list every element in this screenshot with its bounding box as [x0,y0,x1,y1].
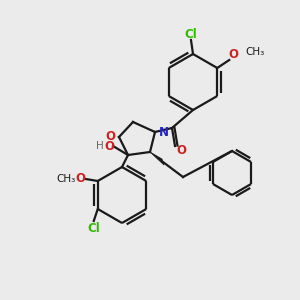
Polygon shape [150,152,164,165]
Text: CH₃: CH₃ [56,174,75,184]
Text: N: N [159,125,169,139]
Text: O: O [76,172,86,185]
Text: O: O [176,143,186,157]
Text: O: O [228,49,238,62]
Text: O: O [105,130,115,143]
Text: Cl: Cl [184,28,197,40]
Text: CH₃: CH₃ [245,47,265,57]
Text: H: H [96,141,104,151]
Text: O: O [104,140,114,152]
Text: Cl: Cl [87,223,100,236]
